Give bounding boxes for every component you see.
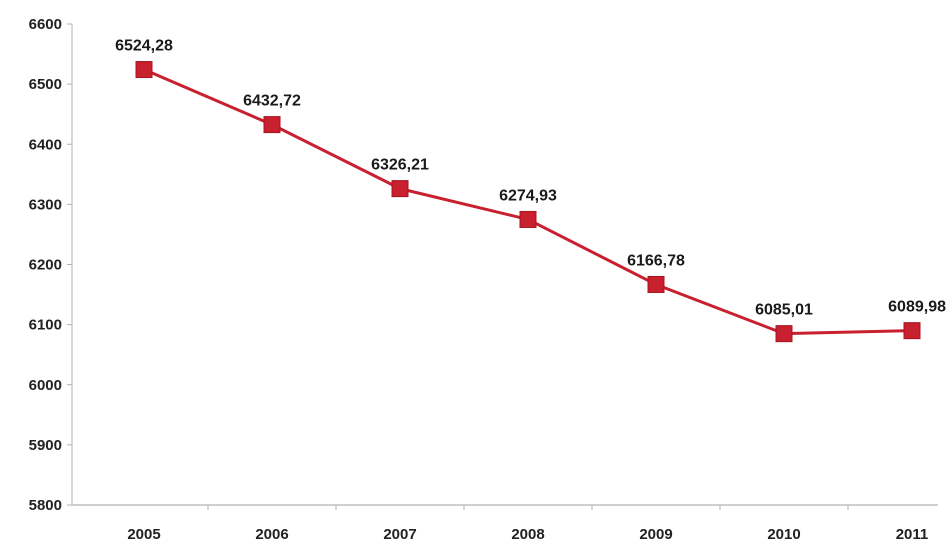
series-layer <box>135 61 921 343</box>
data-point-marker <box>263 116 281 134</box>
y-tick-label: 6000 <box>29 377 62 394</box>
data-point-marker <box>391 180 409 198</box>
x-tick-label: 2008 <box>511 526 544 543</box>
data-point-marker <box>775 325 793 343</box>
x-tick-label: 2009 <box>639 526 672 543</box>
y-tick-label: 6500 <box>29 76 62 93</box>
data-label: 6432,72 <box>243 93 301 110</box>
y-tick-label: 5900 <box>29 437 62 454</box>
data-labels: 6524,28 6432,72 6326,21 6274,93 6166,78 6085,… <box>115 38 946 319</box>
y-tick-label: 6400 <box>29 136 62 153</box>
data-label: 6274,93 <box>499 187 557 204</box>
x-tick-label: 2006 <box>255 526 288 543</box>
data-point-marker <box>903 322 921 340</box>
y-tick-label: 6300 <box>29 196 62 213</box>
y-tick-label: 6200 <box>29 257 62 274</box>
x-axis: 2005 2006 2007 2008 2009 2010 2011 <box>72 504 938 543</box>
x-tick-label: 2007 <box>383 526 416 543</box>
x-tick-label: 2005 <box>127 526 160 543</box>
data-point-marker <box>135 61 153 79</box>
x-tick-label: 2011 <box>896 526 929 543</box>
data-label: 6166,78 <box>627 252 685 269</box>
data-label: 6089,98 <box>888 299 946 316</box>
y-axis: 5800 5900 6000 6100 6200 6300 6400 6500 6600 <box>29 16 73 514</box>
data-label: 6326,21 <box>371 157 429 174</box>
x-tick-label: 2010 <box>767 526 800 543</box>
y-tick-label: 6100 <box>29 317 62 334</box>
data-label: 6085,01 <box>755 302 813 319</box>
y-tick-label: 5800 <box>29 497 62 514</box>
data-label: 6524,28 <box>115 38 173 55</box>
y-tick-label: 6600 <box>29 16 62 33</box>
data-point-marker <box>519 210 537 228</box>
data-point-marker <box>647 275 665 293</box>
